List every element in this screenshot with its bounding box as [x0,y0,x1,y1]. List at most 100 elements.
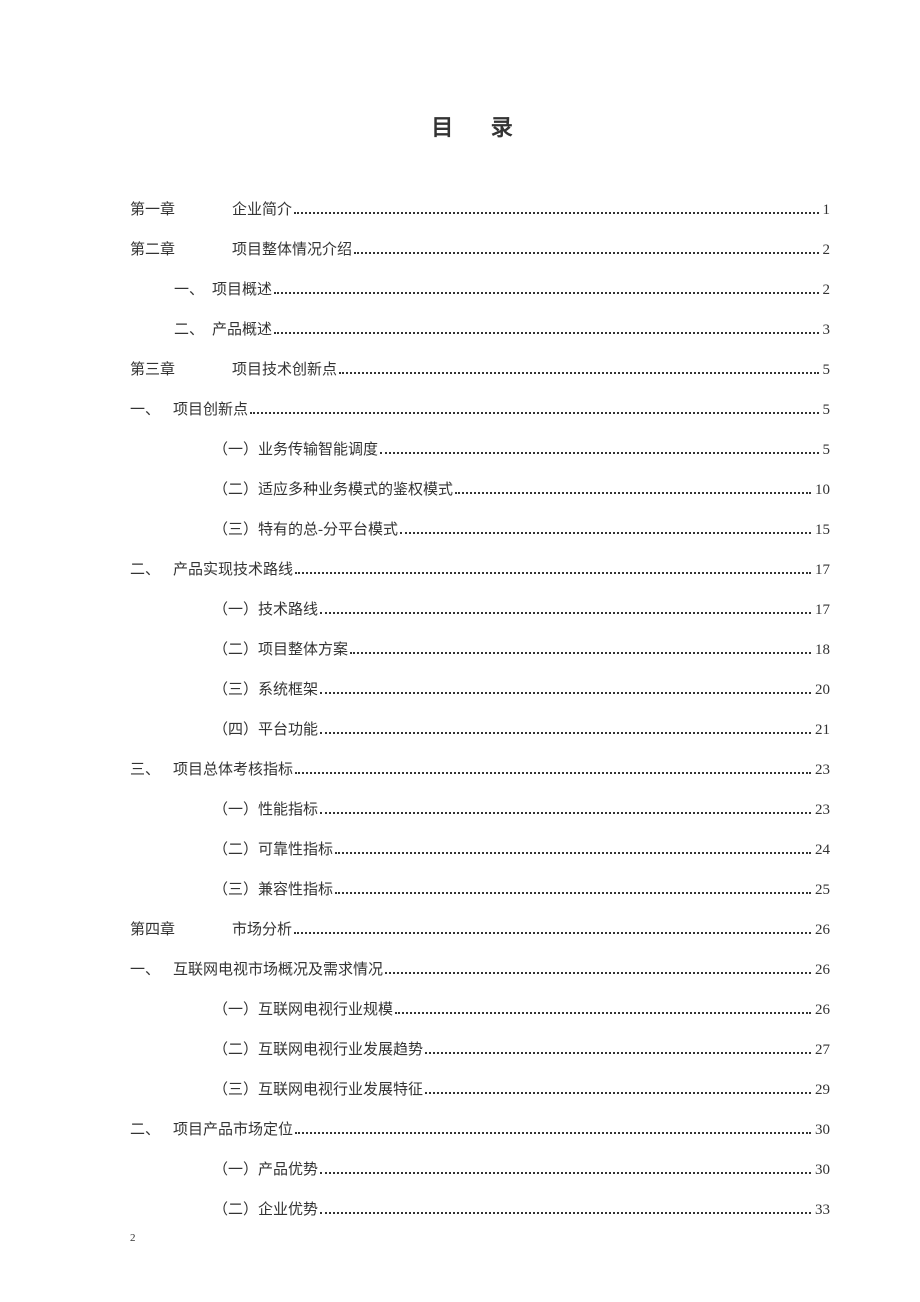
toc-entry: 二、项目产品市场定位 30 [130,1118,830,1142]
toc-entry-dots [295,572,811,574]
toc-entry: 第二章项目整体情况介绍 2 [130,238,830,262]
toc-entry-dots [395,1012,811,1014]
toc-entry: 一、互联网电视市场概况及需求情况 26 [130,958,830,982]
toc-entry-prefix: 一、 [130,398,173,422]
toc-entry-label: 项目总体考核指标 [173,758,293,782]
toc-entry-dots [380,452,818,454]
toc-entry-label: （三）兼容性指标 [213,878,333,902]
toc-entry-label: （三）特有的总-分平台模式 [213,518,398,542]
toc-entry-dots [335,892,811,894]
toc-entry: （二）项目整体方案 18 [130,638,830,662]
toc-entry-dots [274,292,818,294]
toc-entry-page: 23 [815,758,830,782]
toc-entry-label: （一）业务传输智能调度 [213,438,378,462]
toc-entry-dots [294,932,811,934]
toc-entry-page: 33 [815,1198,830,1222]
toc-entry: （一）互联网电视行业规模 26 [130,998,830,1022]
toc-entry-label: （三）系统框架 [213,678,318,702]
toc-entry-dots [425,1052,811,1054]
toc-entry: 第一章企业简介 1 [130,198,830,222]
toc-entry-prefix: 第三章 [130,358,232,382]
toc-entry-page: 10 [815,478,830,502]
toc-entry-label: 项目技术创新点 [232,358,337,382]
toc-entry-prefix: 二、 [130,1118,173,1142]
toc-entry: 第四章市场分析26 [130,918,830,942]
toc-entry-page: 17 [815,598,830,622]
toc-entry-dots [320,732,811,734]
toc-list: 第一章企业简介1第二章项目整体情况介绍2一、项目概述2二、产品概述3第三章项目技… [130,198,830,1222]
toc-entry: 二、产品实现技术路线17 [130,558,830,582]
toc-entry: （二）互联网电视行业发展趋势27 [130,1038,830,1062]
toc-entry-page: 17 [815,558,830,582]
toc-entry-page: 26 [815,998,830,1022]
toc-entry: （一）业务传输智能调度 5 [130,438,830,462]
toc-entry-dots [385,972,811,974]
toc-entry-dots [455,492,811,494]
toc-entry-page: 2 [823,278,831,302]
toc-entry-page: 20 [815,678,830,702]
toc-entry-dots [295,1132,811,1134]
toc-entry-dots [250,412,818,414]
toc-entry-page: 30 [815,1118,830,1142]
toc-entry-label: （二）适应多种业务模式的鉴权模式 [213,478,453,502]
toc-entry-prefix: 第一章 [130,198,232,222]
toc-entry-prefix: 三、 [130,758,173,782]
toc-entry-label: （三）互联网电视行业发展特征 [213,1078,423,1102]
toc-entry-dots [354,252,818,254]
toc-entry-label: 项目整体情况介绍 [232,238,352,262]
toc-entry: 第三章项目技术创新点 5 [130,358,830,382]
toc-entry-page: 5 [823,358,831,382]
toc-entry-dots [320,612,811,614]
toc-entry: （二）适应多种业务模式的鉴权模式 10 [130,478,830,502]
toc-entry-page: 15 [815,518,830,542]
toc-entry-dots [295,772,811,774]
toc-entry-label: （二）互联网电视行业发展趋势 [213,1038,423,1062]
toc-entry: （一）技术路线17 [130,598,830,622]
page-number: 2 [130,1232,136,1244]
toc-entry: （三）系统框架 20 [130,678,830,702]
toc-entry-page: 5 [823,438,831,462]
toc-entry-dots [425,1092,811,1094]
toc-entry: （四）平台功能 21 [130,718,830,742]
toc-entry-prefix: 二、 [130,558,173,582]
toc-entry-page: 2 [823,238,831,262]
toc-entry-page: 26 [815,918,830,942]
toc-entry-label: 互联网电视市场概况及需求情况 [173,958,383,982]
toc-entry-page: 21 [815,718,830,742]
toc-entry: 三、项目总体考核指标 23 [130,758,830,782]
toc-entry-label: 项目产品市场定位 [173,1118,293,1142]
toc-entry-page: 5 [823,398,831,422]
toc-entry-page: 29 [815,1078,830,1102]
toc-entry: 一、项目创新点 5 [130,398,830,422]
toc-entry: （二）可靠性指标24 [130,838,830,862]
toc-entry-dots [400,532,811,534]
toc-entry-label: （二）项目整体方案 [213,638,348,662]
toc-entry-prefix: 第二章 [130,238,232,262]
toc-entry-page: 18 [815,638,830,662]
toc-entry-label: 项目创新点 [173,398,248,422]
toc-entry-prefix: 一、 [130,958,173,982]
toc-entry-page: 1 [823,198,831,222]
toc-entry-page: 26 [815,958,830,982]
toc-entry-label: 企业简介 [232,198,292,222]
toc-entry: （二）企业优势33 [130,1198,830,1222]
toc-entry-label: （一）互联网电视行业规模 [213,998,393,1022]
toc-entry-label: 市场分析 [232,918,292,942]
toc-entry: （一）性能指标23 [130,798,830,822]
toc-entry-label: （四）平台功能 [213,718,318,742]
toc-entry-dots [320,692,811,694]
toc-entry-page: 23 [815,798,830,822]
toc-entry-dots [320,812,811,814]
toc-entry-prefix: 二、 [130,318,212,342]
toc-entry-page: 30 [815,1158,830,1182]
toc-entry-label: 项目概述 [212,278,272,302]
toc-entry-page: 25 [815,878,830,902]
toc-entry-dots [350,652,811,654]
toc-entry-dots [335,852,811,854]
toc-entry-dots [339,372,818,374]
toc-entry-label: （一）产品优势 [213,1158,318,1182]
toc-entry-page: 3 [823,318,831,342]
toc-entry: 一、项目概述2 [130,278,830,302]
toc-entry-dots [320,1212,811,1214]
toc-entry-label: （二）可靠性指标 [213,838,333,862]
